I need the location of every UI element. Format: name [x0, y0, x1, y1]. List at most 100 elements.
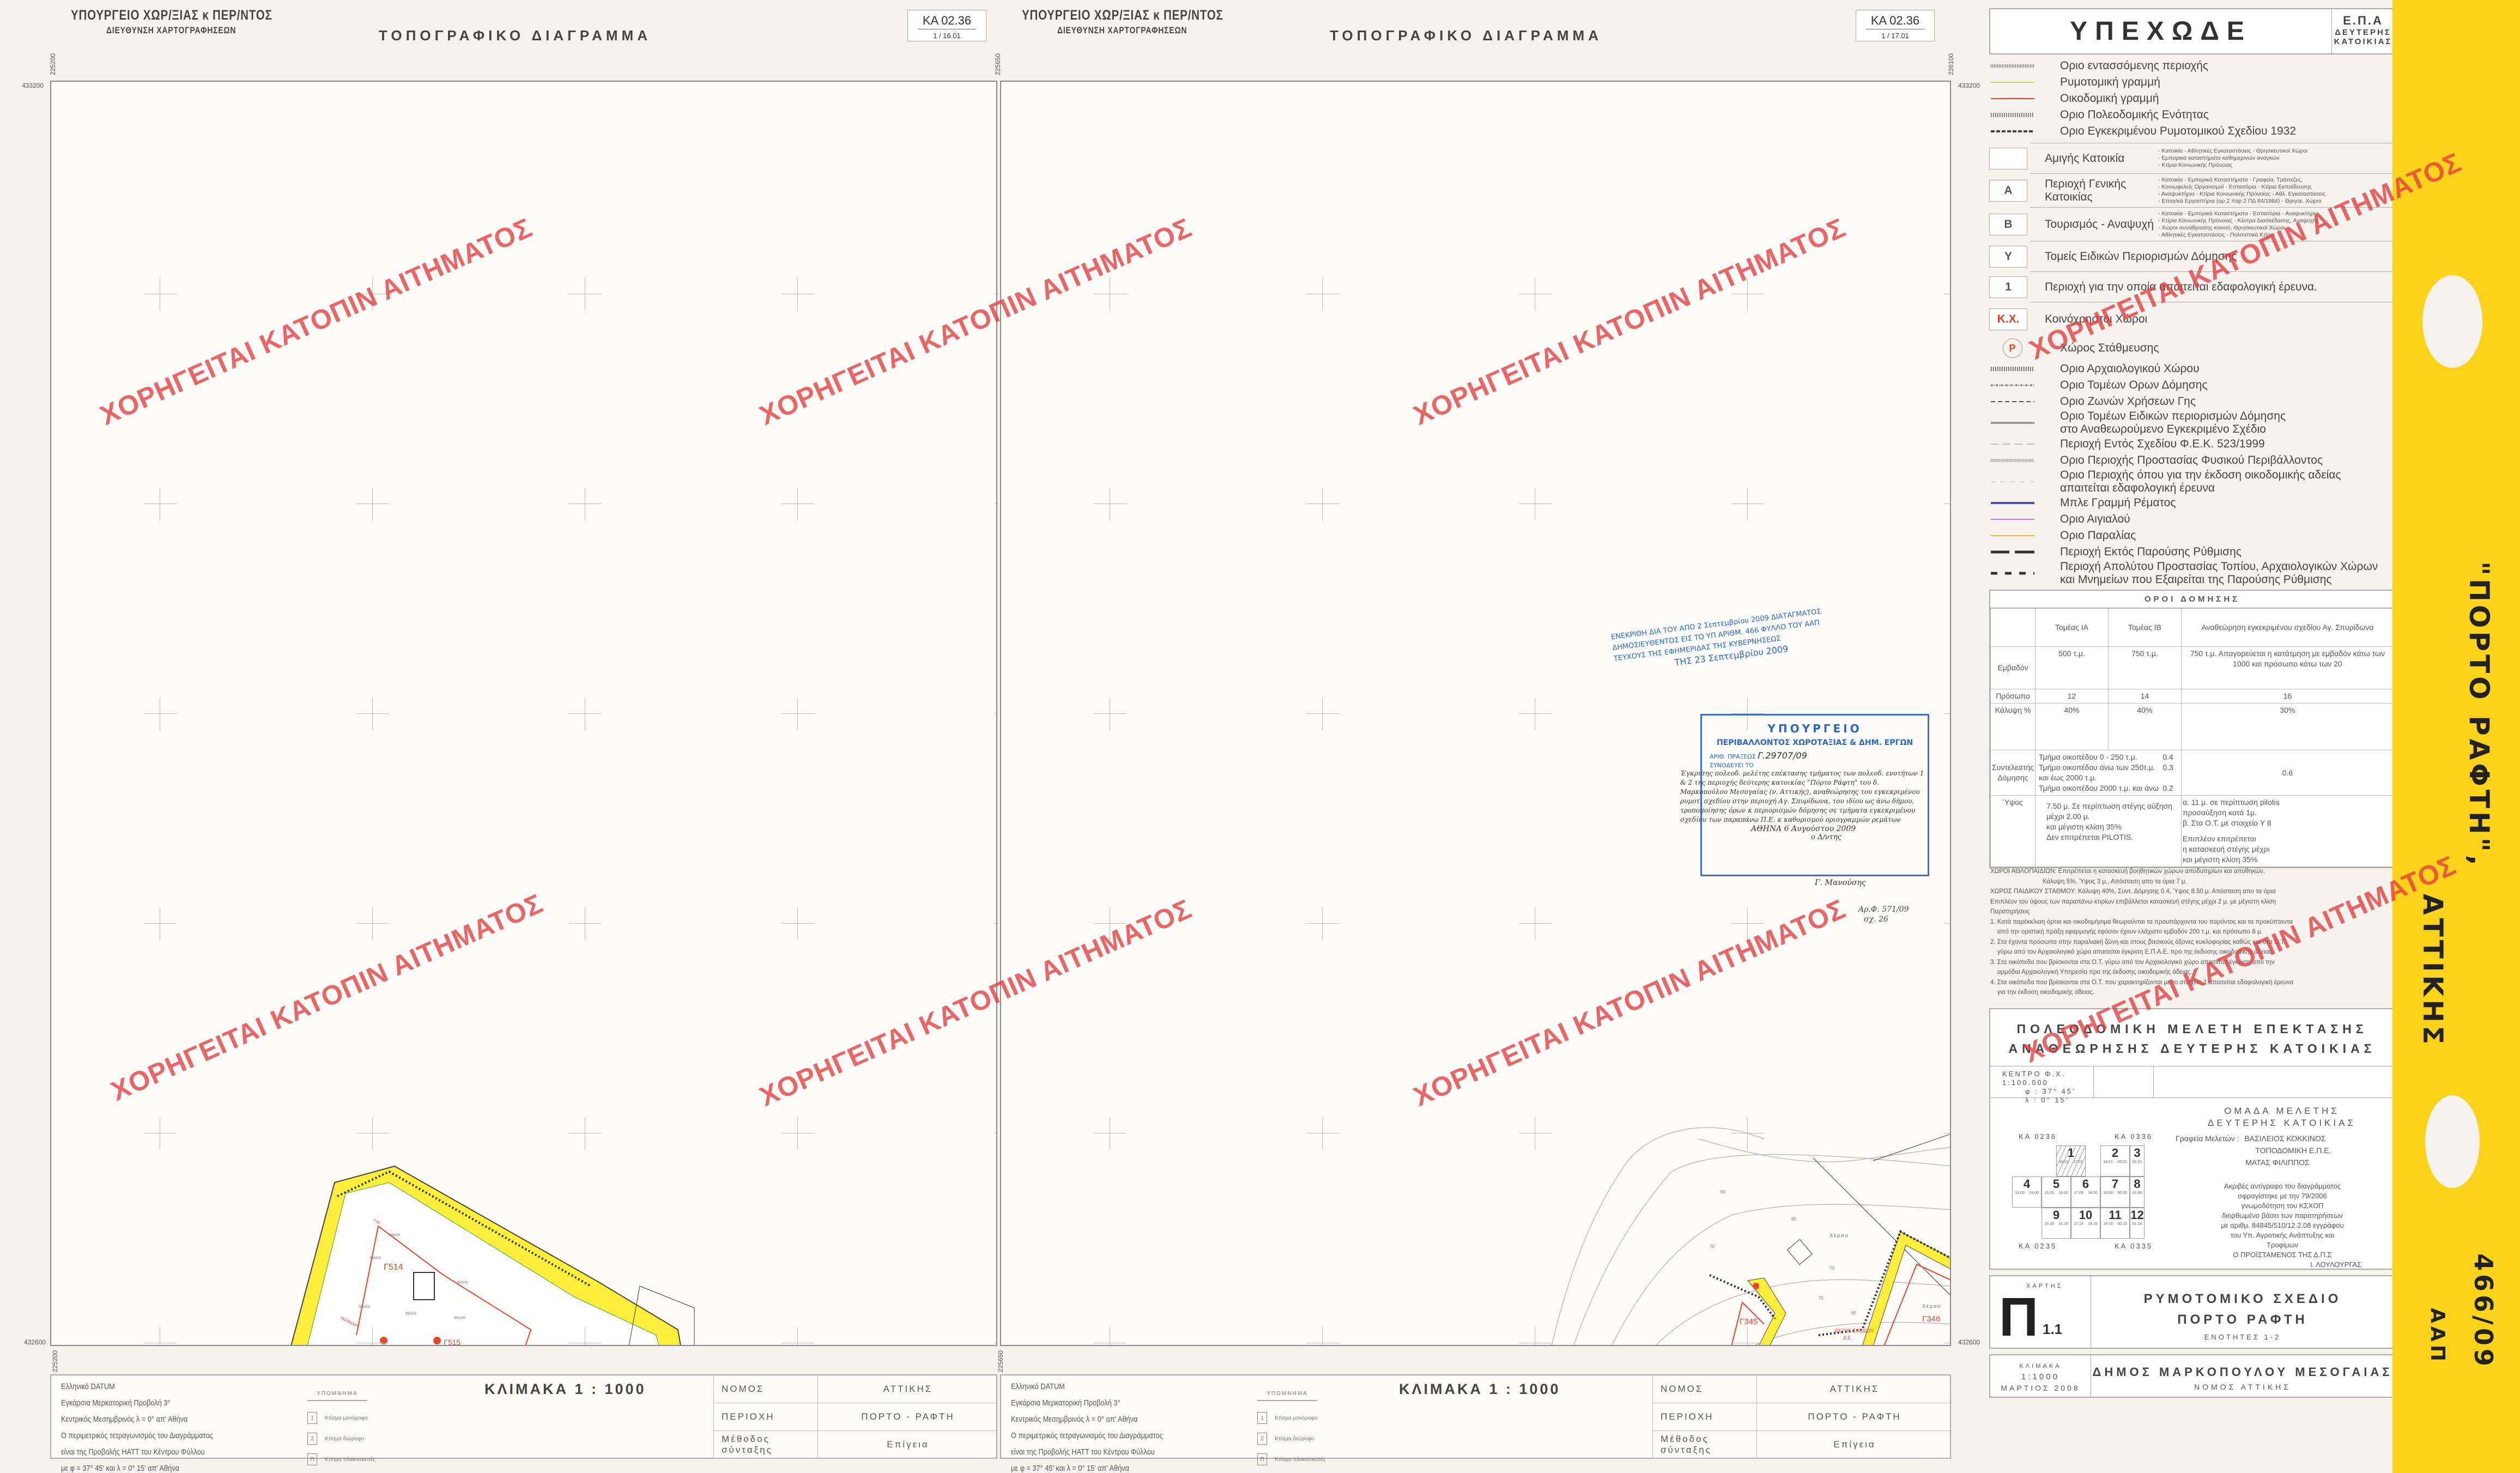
cell: Τμήμα οικοπέδου 0 - 250 τ.μ. 0.4 Τμήμα οικ…	[2035, 750, 2182, 796]
line-symbol-icon	[1990, 519, 2034, 520]
building	[413, 1272, 435, 1300]
use-item: - Κατοικία - Εμπορικά Καταστήματα - Εστι…	[2158, 210, 2319, 217]
index-subsheet: 00.00	[2117, 1191, 2127, 1195]
index-subsheet: 15.19	[2044, 1222, 2054, 1226]
line-symbol	[1989, 111, 2036, 119]
building-line	[1731, 1263, 1950, 1345]
block-label: Γ515	[444, 1338, 461, 1346]
index-subsheet: 19.00	[2103, 1191, 2113, 1195]
index-subsheet: 01.00	[2132, 1191, 2142, 1195]
cell: 0.6	[2180, 750, 2395, 796]
map-number: 1.1	[2043, 1321, 2063, 1337]
legend-label: Κτίσμα διώροφο	[325, 1435, 365, 1442]
line-symbol	[1989, 532, 2036, 540]
grid-cross	[1094, 1117, 1126, 1150]
index-subsheet: 19.01	[2103, 1160, 2113, 1164]
unit-boundary	[1709, 1230, 1950, 1336]
grid-cross	[569, 698, 602, 730]
location-value: ΑΤΤΙΚΗΣ	[1756, 1375, 1952, 1403]
stamp-handwritten-body: Έγκρισης πολεοδ. μελέτης επέκτασης τμήμα…	[1680, 769, 1924, 823]
legend-label: Κτίσμα πλακοσκεπές	[325, 1456, 376, 1463]
sheet-legend-title: ΥΠΟΜΝΗΜΑ	[1257, 1391, 1317, 1401]
index-label: ΚΑ 0336	[2115, 1132, 2153, 1141]
legend-code: 2	[307, 1433, 317, 1445]
certification-line: Ο ΠΡΟΪΣΤΑΜΕΝΟΣ ΤΗΣ Δ.Π.Σ	[2233, 1251, 2332, 1259]
cell: 14	[2107, 689, 2182, 704]
legend-line-label: Περιοχή Εκτός Παρούσης Ρύθμισης	[2060, 545, 2242, 559]
legend-line-item: Οριο εντασσόμενης περιοχής	[1989, 58, 2395, 74]
category-code: Β	[1989, 213, 2027, 235]
legend-line-item: Οριο Περιοχής όπου για την έκδοση οικοδο…	[1989, 469, 2395, 495]
legend-label-text: Περιοχή Απολύτου Προστασίας Τοπίου, Αρχα…	[2060, 560, 2378, 573]
note-line: αρμόδια Αρχαιολογική Υπηρεσία προ της έκ…	[1990, 969, 2192, 975]
sheet-2: ΥΠΟΥΡΓΕΙΟ ΧΩΡ/ΞΙΑΣ κ ΠΕΡ/ΝΤΟΣ ΔΙΕΥΘΥΝΣΗ Χ…	[997, 0, 1981, 1473]
legend-code: 1	[1257, 1412, 1267, 1424]
category-uses: - Κατοικία - Εμπορικά Καταστήματα - Εστι…	[2158, 210, 2379, 239]
sheet-legend-item: 1 Κτίσμα μονόροφο	[1257, 1412, 1325, 1424]
far-row: Τμήμα οικοπέδου 2000 τ.μ. και άνω 0.2	[2037, 783, 2180, 793]
col-header: Τομέας IA	[2035, 608, 2109, 647]
line-symbol	[1989, 62, 2036, 70]
certification-line: σφραγίστηκε με την 79/2006	[2238, 1192, 2327, 1200]
stamp-subtitle: ΠΕΡΙΒΑΛΛΟΝΤΟΣ ΧΩΡΟΤΑΞΙΑΣ & ΔΗΜ. ΕΡΓΩΝ	[1716, 738, 1913, 747]
offices: Γραφεία Μελετών : ΒΑΣΙΛΕΙΟΣ ΚΟΚΚΙΝΟΣ ΤΟΠ…	[2176, 1132, 2395, 1168]
grid-cross	[356, 278, 389, 311]
road-boundary	[1747, 1277, 1786, 1345]
location-table: ΝΟΜΟΣ ΑΤΤΙΚΗΣ ΠΕΡΙΟΧΗ ΠΟΡΤΟ - ΡΑΦΤΗ Μέθοδος …	[1652, 1375, 1952, 1459]
sheet-subcode: 1 / 17.01	[1881, 32, 1909, 40]
note-line: από την οριστική πράξη εφαρμογής εφόσον …	[1990, 929, 2263, 935]
legend-line-item: Οριο Πολεοδομικής Ενότητας	[1989, 107, 2395, 123]
certification-line: Ακριβές αντίγραφο του διαγράμματος	[2224, 1182, 2341, 1190]
far-range: Τμήμα οικοπέδου 0 - 250 τ.μ.	[2039, 753, 2137, 761]
study-title: ΠΟΛΕΟΔΟΜΙΚΗ ΜΕΛΕΤΗ ΕΠΕΚΤΑΣΗΣ	[2016, 1022, 2368, 1036]
datum-line: με φ = 37° 45' και λ = 0° 15' απ' Αθήνα	[1011, 1464, 1129, 1473]
use-item: - Κτίρια Κοινωνικής Πρόνοιας - Κέντρα Δι…	[2158, 217, 2319, 224]
ministry-name: ΥΠΟΥΡΓΕΙΟ ΧΩΡ/ΞΙΑΣ κ ΠΕΡ/ΝΤΟΣ	[1022, 8, 1223, 23]
legend-header: ΥΠΕΧΩΔΕ Ε.Π.Α ΔΕΥΤΕΡΗΣ ΚΑΤΟΙΚΙΑΣ	[1989, 8, 2395, 54]
legend-label: Κτίσμα πλακοσκεπές	[1275, 1456, 1326, 1463]
legend-line-label: Οριο εντασσόμενης περιοχής	[2060, 59, 2208, 72]
notes: ΧΩΡΟΙ ΑΘΛΟΠΑΙΔΙΩΝ: Επιτρέπεται η κατασκε…	[1990, 866, 2395, 998]
certification-line: με αριθμ. 84845/510/12.2.08 εγγράφου	[2221, 1221, 2344, 1229]
sheet-legend-item: 2 Κτίσμα διώροφο	[1257, 1433, 1325, 1445]
legend-line-item: Οριο Περιοχής Προστασίας Φυσικού Περιβάλ…	[1989, 452, 2395, 469]
office: ΜΑΤΑΣ ΦΙΛΙΠΠΟΣ	[2245, 1158, 2310, 1167]
legend-category: Αμιγής Κατοικία - Κατοικία - Αθλητικές Εγ…	[1989, 143, 2395, 173]
index-subsheet: 16.00	[2058, 1191, 2068, 1195]
contour-label: 65	[1851, 1311, 1856, 1316]
grid-cross	[569, 488, 602, 520]
legend-label-text: Οριο Ζωνών Χρήσεων Γης	[2060, 395, 2196, 408]
sheet-legend: ΥΠΟΜΝΗΜΑ 1 Κτίσμα μονόροφο 2 Κτίσμα διώροφο Π…	[1257, 1391, 1325, 1473]
team-subtitle: ΔΕΥΤΕΡΗΣ ΚΑΤΟΙΚΙΑΣ	[2208, 1118, 2356, 1128]
plan-area: ΠΟΡΤΟ ΡΑΦΤΗ	[2177, 1312, 2308, 1327]
far-row: Τμήμα οικοπέδου άνω των 250τ.μ. και έως …	[2037, 762, 2180, 783]
contour-label: 70	[1830, 1266, 1834, 1271]
index-subsheet: 13.00	[2015, 1191, 2025, 1195]
grid-cross	[1519, 278, 1552, 311]
legend-label-text: Οριο Εγκεκριμένου Ρυμοτομικού Σχεδίου 19…	[2060, 125, 2296, 137]
note-line: ΧΩΡΟΙ ΑΘΛΟΠΑΙΔΙΩΝ: Επιτρέπεται η κατασκε…	[1990, 868, 2265, 875]
grid-cross	[1306, 278, 1339, 311]
legend-code: 2	[1257, 1433, 1267, 1445]
road-boundary	[1862, 1231, 1950, 1345]
use-item: - Κατοικία - Αθλητικές Εγκαταστάσεις - Θ…	[2158, 148, 2308, 154]
grid-cross	[1519, 1327, 1552, 1345]
certification: Ακριβές αντίγραφο του διαγράμματος σφραγί…	[2170, 1181, 2395, 1260]
legend-line-label: Περιοχή Εντός Σχεδίου Φ.Ε.Κ. 523/1999	[2060, 438, 2265, 451]
index-sheet-number: 11	[2109, 1208, 2122, 1222]
use-item: - Κοινωφελείς Οργανισμοί - Εστιατόρια - …	[2158, 183, 2312, 190]
cell: 30%	[2180, 703, 2395, 750]
line-symbol-icon	[1990, 444, 2034, 445]
legend-parking: P Χώρος Στάθμευσης	[1989, 336, 2395, 361]
legend-line-item: Οριο Παραλίας	[1989, 528, 2395, 544]
height-line: και μέγιστη κλίση 35%	[2182, 855, 2258, 864]
building-terms-title: ΟΡΟΙ ΔΟΜΗΣΗΣ	[1990, 591, 2394, 608]
parcel-label: 581105	[455, 1317, 465, 1320]
location-table: ΝΟΜΟΣ ΑΤΤΙΚΗΣ ΠΕΡΙΟΧΗ ΠΟΡΤΟ - ΡΑΦΤΗ Μέθοδος …	[713, 1375, 998, 1459]
block-label: Γ345	[1740, 1317, 1758, 1326]
title-block: ΠΟΛΕΟΔΟΜΙΚΗ ΜΕΛΕΤΗ ΕΠΕΚΤΑΣΗΣ ΑΝΑΘΕΩΡΗΣΗΣ…	[1989, 1008, 2395, 1398]
coord-label: 433200	[22, 82, 44, 89]
sheet-1: ΥΠΟΥΡΓΕΙΟ ΧΩΡ/ΞΙΑΣ κ ΠΕΡ/ΝΤΟΣ ΔΙΕΥΘΥΝΣΗ Χ…	[0, 0, 1002, 1473]
grid-cross	[1944, 278, 1950, 311]
grid-cross	[356, 907, 389, 940]
